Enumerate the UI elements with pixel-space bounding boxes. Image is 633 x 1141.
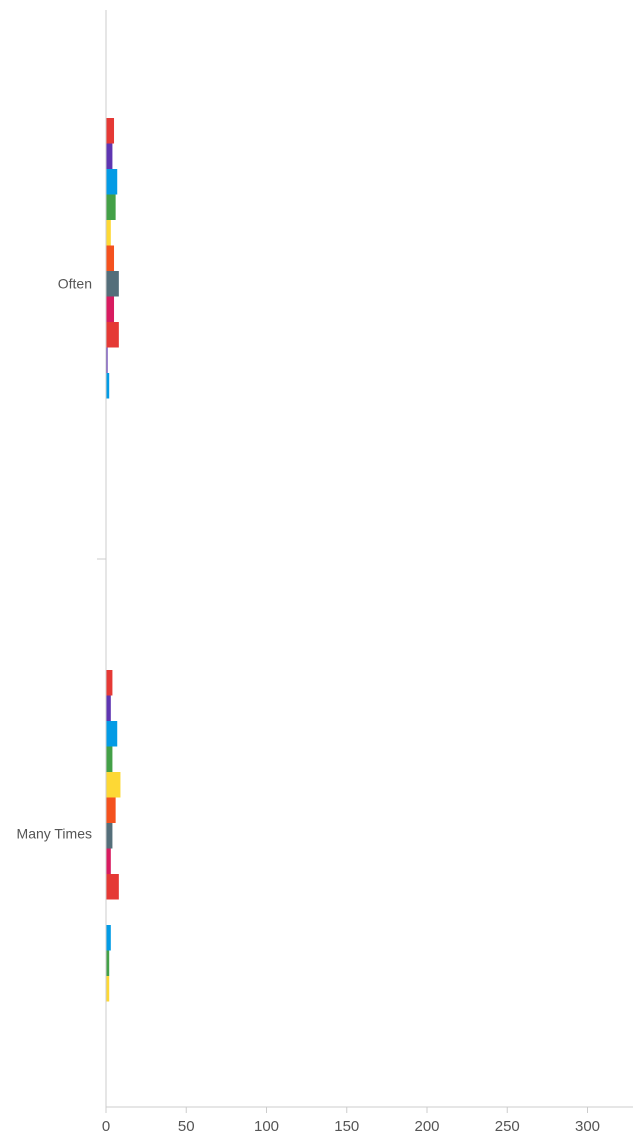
category-label: Many Times [17, 826, 92, 842]
bar-many-times-s11 [106, 925, 111, 951]
bar-many-times-s6 [106, 797, 116, 823]
x-tick-label: 300 [575, 1118, 600, 1135]
x-tick-label: 250 [495, 1118, 520, 1135]
bar-often-s10 [106, 347, 108, 373]
bar-many-times-s2 [106, 695, 111, 721]
bars-layer [106, 118, 121, 1002]
bar-many-times-s4 [106, 746, 113, 772]
bar-often-s5 [106, 220, 111, 246]
x-tick-label: 0 [102, 1118, 110, 1135]
bar-many-times-s12 [106, 950, 110, 976]
bar-many-times-s9 [106, 874, 119, 900]
bar-many-times-s5 [106, 772, 121, 798]
bar-often-s1 [106, 118, 115, 144]
bar-often-s2 [106, 143, 113, 169]
bar-many-times-s13 [106, 976, 110, 1002]
bar-often-s8 [106, 296, 115, 322]
x-tick-label: 150 [334, 1118, 359, 1135]
category-label: Often [58, 276, 92, 292]
axes-layer: Often Many Times 0 50 100 150 200 250 300 [17, 10, 633, 1135]
bar-many-times-s8 [106, 848, 111, 874]
bar-often-s6 [106, 245, 115, 271]
bar-many-times-s7 [106, 823, 113, 849]
bar-many-times-s3 [106, 721, 118, 747]
bar-often-s7 [106, 271, 119, 297]
bar-often-s9 [106, 322, 119, 348]
x-tick-label: 100 [254, 1118, 279, 1135]
x-tick-label: 50 [178, 1118, 195, 1135]
bar-often-s4 [106, 194, 116, 220]
bar-often-s3 [106, 169, 118, 195]
bar-many-times-s1 [106, 670, 113, 696]
bar-often-s11 [106, 373, 110, 399]
x-tick-label: 200 [414, 1118, 439, 1135]
